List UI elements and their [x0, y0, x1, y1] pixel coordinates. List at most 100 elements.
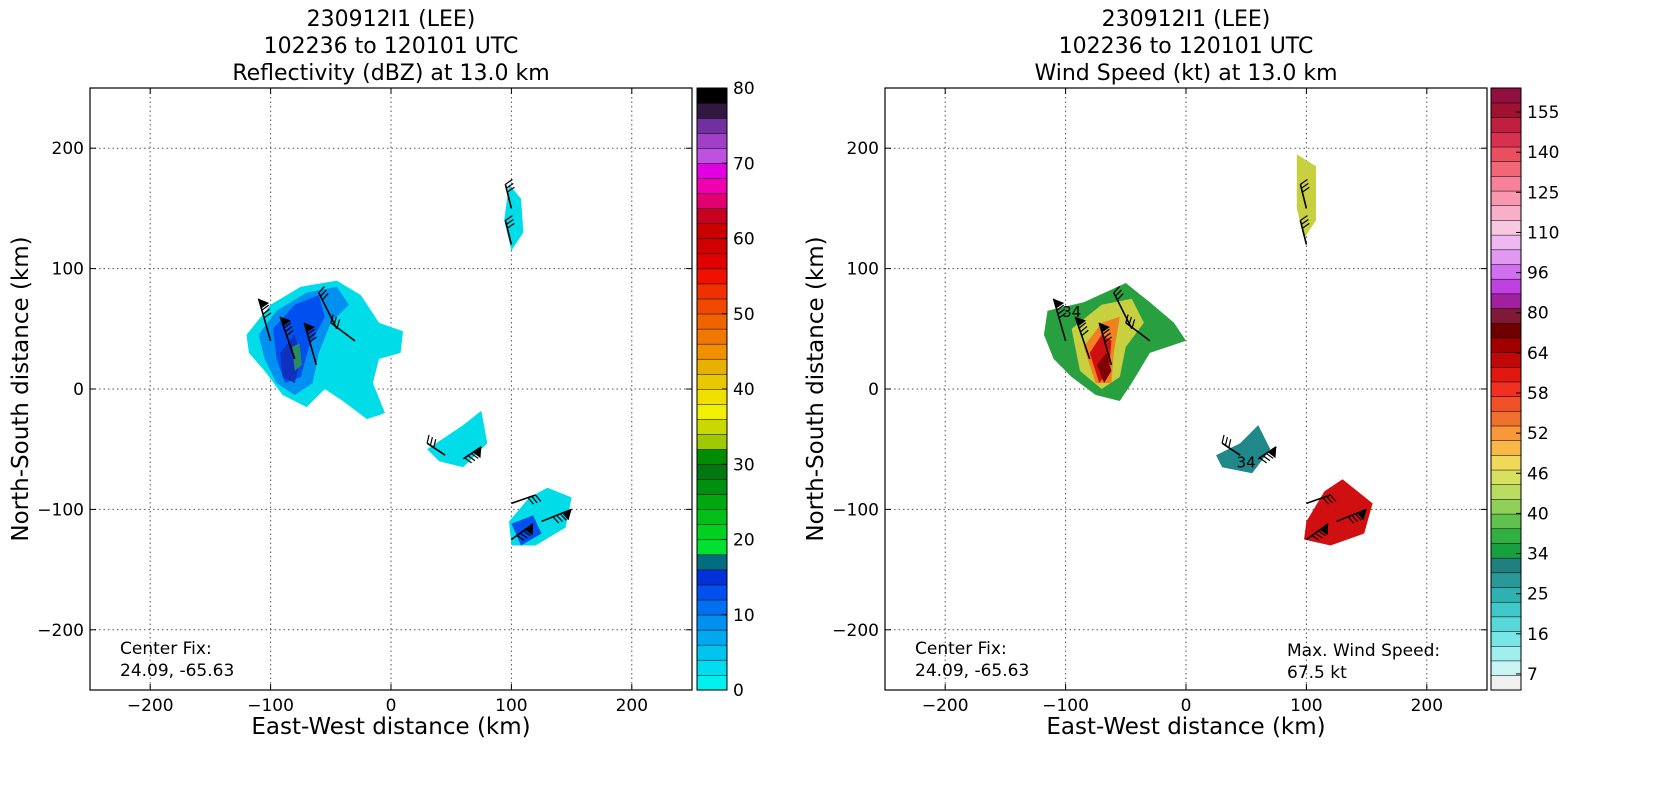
barb-feather	[1326, 495, 1333, 504]
barb-flag	[258, 298, 270, 309]
barb-feather	[1300, 178, 1308, 185]
colorbar-segment	[1490, 586, 1522, 603]
colorbar-tick-label: 25	[1527, 585, 1549, 605]
colorbar-tick-label: 70	[733, 154, 755, 174]
barb-feather	[1351, 514, 1358, 523]
chart-title-line: Wind Speed (kt) at 13.0 km	[1034, 61, 1337, 86]
barb-feather	[470, 452, 479, 459]
barb-feather	[307, 328, 315, 335]
barb-feather	[1116, 293, 1124, 301]
barb-flag	[1075, 316, 1087, 327]
y-tick-label: 100	[847, 260, 879, 280]
barb-flag	[304, 322, 315, 333]
y-tick-label: 0	[868, 380, 879, 400]
colorbar-segment	[696, 268, 728, 285]
y-tick-label: −100	[37, 500, 84, 520]
colorbar-tick-label: 110	[1527, 223, 1559, 243]
colorbar-segment	[1490, 396, 1522, 412]
colorbar-segment	[1490, 572, 1522, 588]
barb-staff	[504, 220, 513, 245]
barb-feather	[330, 314, 334, 323]
barb-feather	[560, 513, 567, 521]
wind-barb	[257, 298, 272, 342]
colorbar-segment	[1490, 337, 1522, 353]
y-axis-label: North-South distance (km)	[8, 236, 34, 541]
colorbar-tick-label: 50	[733, 305, 755, 325]
x-tick-label: 200	[1411, 696, 1443, 716]
y-tick-label: −200	[832, 621, 879, 641]
wind-barb	[279, 316, 296, 360]
barb-flag	[1319, 523, 1329, 536]
x-axis-label: East-West distance (km)	[1046, 714, 1325, 740]
colorbar-tick-label: 40	[1527, 504, 1549, 524]
wind-barb	[318, 286, 338, 330]
colorbar-segment	[1490, 322, 1522, 339]
colorbar-segment	[696, 208, 728, 224]
colorbar-segment	[1490, 117, 1522, 133]
colorbar-segment	[696, 418, 728, 435]
max-wind-text: Max. Wind Speed:	[1287, 641, 1440, 661]
colorbar-tick-label: 96	[1527, 264, 1549, 284]
barb-staff	[1299, 184, 1308, 209]
colorbar-tick-label: 155	[1527, 103, 1559, 123]
colorbar-tick-label: 7	[1527, 665, 1538, 685]
barb-feather	[309, 336, 318, 343]
center-fix-text: 24.09, -65.63	[120, 661, 234, 681]
colorbar-segment	[696, 117, 728, 134]
y-tick-label: −100	[832, 500, 879, 520]
barb-feather	[1103, 332, 1111, 339]
colorbar-segment	[1490, 278, 1522, 295]
colorbar-segment	[1490, 293, 1522, 309]
colorbar-segment	[1490, 381, 1522, 397]
colorbar-segment	[696, 102, 728, 119]
barb-feather	[1301, 218, 1309, 225]
wind-barb	[541, 508, 572, 524]
barb-flag	[280, 316, 292, 327]
x-tick-label: −100	[247, 696, 294, 716]
colorbar-segment	[696, 343, 728, 360]
colorbar-tick-label: 64	[1527, 344, 1549, 364]
x-tick-label: 100	[495, 696, 527, 716]
colorbar-tick-label: 40	[733, 380, 755, 400]
colorbar-tick-label: 58	[1527, 384, 1549, 404]
wind-barb	[510, 523, 534, 541]
wind-barb	[1305, 523, 1329, 541]
barb-feather	[1224, 436, 1228, 446]
barb-feather	[505, 178, 513, 185]
barb-feather	[523, 530, 531, 537]
y-tick-label: 100	[52, 260, 84, 280]
center-fix-text: Center Fix:	[915, 639, 1007, 659]
colorbar-segment	[1490, 645, 1522, 662]
wind-region-north	[1296, 154, 1316, 239]
barb-feather	[1080, 325, 1088, 333]
barb-flag	[472, 446, 482, 459]
barb-feather	[1318, 530, 1326, 537]
barb-feather	[1330, 494, 1337, 502]
barb-feather	[263, 312, 272, 319]
colorbar-segment	[696, 569, 728, 586]
colorbar-segment	[696, 403, 728, 420]
x-tick-label: −200	[127, 696, 174, 716]
colorbar-segment	[696, 328, 728, 345]
wind-barb	[504, 178, 515, 209]
barb-feather	[333, 316, 337, 326]
barb-flag	[524, 523, 534, 536]
colorbar-segment	[696, 87, 728, 104]
y-tick-label: −200	[37, 621, 84, 641]
barb-feather	[308, 332, 316, 339]
echo-region-green	[292, 343, 302, 371]
barb-feather	[1115, 289, 1122, 297]
barb-feather	[1056, 304, 1065, 311]
barb-feather	[1300, 215, 1308, 221]
chart-title-line: 102236 to 120101 UTC	[1059, 34, 1314, 59]
colorbar-segment	[1490, 352, 1522, 368]
barb-flag	[1099, 322, 1110, 333]
colorbar-segment	[1490, 616, 1522, 632]
barb-feather	[527, 497, 534, 505]
barb-feather	[1301, 182, 1309, 189]
barb-feather	[1078, 322, 1087, 329]
barb-feather	[1081, 329, 1089, 337]
barb-feather	[516, 535, 525, 541]
contour-label: 34	[1062, 303, 1081, 321]
barb-staff	[511, 494, 536, 505]
